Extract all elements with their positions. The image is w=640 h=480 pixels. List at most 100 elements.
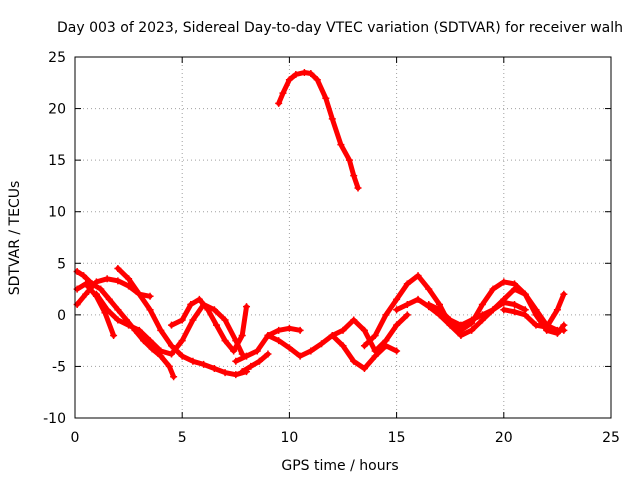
data-point: [80, 272, 88, 280]
data-series-group: [73, 68, 568, 381]
x-axis-title: GPS time / hours: [281, 458, 398, 474]
data-point: [135, 290, 143, 298]
data-point: [318, 340, 326, 348]
data-point: [296, 326, 304, 334]
data-point: [300, 68, 308, 76]
y-tick-label: 25: [48, 50, 66, 66]
y-axis-title: SDTVAR / TECUs: [7, 181, 23, 296]
data-point: [500, 306, 508, 314]
data-point: [371, 331, 379, 339]
data-point: [275, 99, 283, 107]
data-point: [425, 301, 433, 309]
data-point: [337, 141, 345, 149]
data-point: [247, 362, 255, 370]
data-point: [360, 326, 368, 334]
data-point: [125, 275, 133, 283]
data-point: [435, 306, 443, 314]
x-tick-label: 5: [178, 430, 187, 446]
data-point: [140, 337, 148, 345]
data-point: [403, 311, 411, 319]
data-point: [148, 345, 156, 353]
data-point: [328, 115, 336, 123]
data-point: [92, 278, 100, 286]
data-point: [532, 321, 540, 329]
data-point: [478, 301, 486, 309]
data-point: [339, 326, 347, 334]
data-point: [313, 76, 321, 84]
data-point: [328, 331, 336, 339]
series-line: [239, 351, 271, 375]
data-point: [221, 337, 229, 345]
data-point: [232, 371, 240, 379]
data-point: [468, 326, 476, 334]
data-point: [457, 321, 465, 329]
data-point: [114, 264, 122, 272]
data-point: [125, 321, 133, 329]
data-point: [204, 306, 212, 314]
grid: [75, 57, 611, 418]
data-point: [285, 324, 293, 332]
data-point: [553, 306, 561, 314]
data-point: [92, 290, 100, 298]
data-point: [393, 295, 401, 303]
data-point: [167, 321, 175, 329]
y-tick-label: -5: [52, 359, 66, 375]
data-point: [97, 285, 105, 293]
series-sat-high-arc: [275, 68, 362, 192]
data-point: [114, 306, 122, 314]
data-point: [553, 326, 561, 334]
data-point: [110, 331, 118, 339]
data-point: [521, 311, 529, 319]
data-point: [264, 331, 272, 339]
y-tick-label: -10: [43, 411, 66, 427]
data-point: [478, 311, 486, 319]
data-point: [178, 352, 186, 360]
data-point: [345, 156, 353, 164]
data-point: [146, 306, 154, 314]
x-tick-label: 15: [388, 430, 406, 446]
data-point: [292, 71, 300, 79]
data-point: [165, 362, 173, 370]
data-point: [403, 280, 411, 288]
y-tick-label: 5: [57, 256, 66, 272]
x-tick-label: 25: [602, 430, 620, 446]
data-point: [255, 357, 263, 365]
data-point: [307, 347, 315, 355]
data-point: [210, 306, 218, 314]
data-point: [511, 285, 519, 293]
data-point: [238, 331, 246, 339]
x-tick-label: 10: [280, 430, 298, 446]
data-point: [189, 357, 197, 365]
series-line: [426, 286, 567, 333]
data-point: [543, 323, 551, 331]
data-point: [350, 316, 358, 324]
y-tick-label: 15: [48, 153, 66, 169]
data-point: [350, 357, 358, 365]
data-point: [275, 326, 283, 334]
data-point: [354, 184, 362, 192]
data-point: [279, 89, 287, 97]
data-point: [307, 70, 315, 78]
series-sat-f: [167, 295, 251, 355]
data-point: [146, 337, 154, 345]
data-point: [500, 295, 508, 303]
axis-ticks: [74, 56, 612, 419]
data-point: [393, 321, 401, 329]
y-tick-label: 20: [48, 102, 66, 118]
series-sat-e: [92, 290, 246, 358]
data-point: [135, 326, 143, 334]
data-point: [146, 292, 154, 300]
data-point: [157, 347, 165, 355]
data-point: [167, 342, 175, 350]
data-point: [532, 306, 540, 314]
data-point: [414, 272, 422, 280]
series-sat-m: [425, 285, 568, 334]
data-point: [393, 347, 401, 355]
data-point: [103, 275, 111, 283]
series-sat-n: [500, 290, 568, 331]
y-tick-label: 10: [48, 205, 66, 221]
data-point: [232, 357, 240, 365]
series-sat-d: [114, 264, 251, 379]
data-point: [511, 308, 519, 316]
